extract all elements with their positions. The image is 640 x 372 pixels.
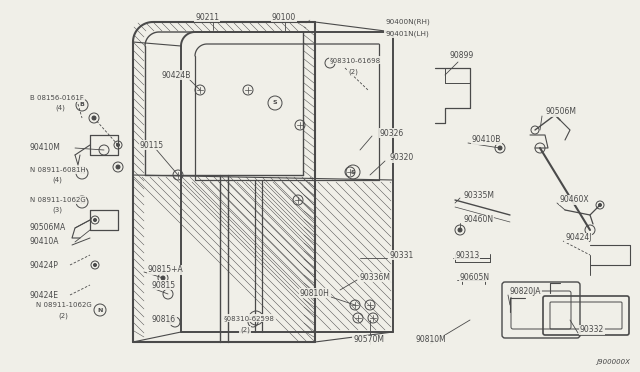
Text: 90313: 90313: [455, 250, 479, 260]
Text: 90332: 90332: [580, 326, 604, 334]
Text: (2): (2): [58, 313, 68, 319]
Text: 90410A: 90410A: [30, 237, 60, 247]
Text: N: N: [79, 170, 84, 176]
Text: 90211: 90211: [195, 13, 219, 22]
Text: 90326: 90326: [380, 128, 404, 138]
Text: 90424E: 90424E: [30, 291, 59, 299]
Text: 90810H: 90810H: [300, 289, 330, 298]
Text: 90815: 90815: [152, 280, 176, 289]
Circle shape: [93, 218, 97, 221]
Text: (2): (2): [348, 69, 358, 75]
Text: 90424J: 90424J: [565, 234, 591, 243]
Circle shape: [598, 203, 602, 206]
Text: S: S: [351, 170, 355, 174]
Text: §08310-61698: §08310-61698: [330, 57, 381, 63]
Text: §08310-62598: §08310-62598: [224, 315, 275, 321]
Text: N 08911-1062G: N 08911-1062G: [36, 302, 92, 308]
Text: 90424B: 90424B: [162, 71, 191, 80]
Circle shape: [116, 144, 120, 147]
Text: 90506MA: 90506MA: [30, 224, 67, 232]
Text: B 08156-0161F: B 08156-0161F: [30, 95, 84, 101]
Text: (3): (3): [52, 207, 62, 213]
Text: 90400N(RH): 90400N(RH): [385, 19, 429, 25]
Circle shape: [161, 276, 165, 280]
Text: 90410M: 90410M: [30, 144, 61, 153]
Text: 90331: 90331: [390, 250, 414, 260]
Text: 90401N(LH): 90401N(LH): [385, 31, 429, 37]
Text: (4): (4): [52, 177, 62, 183]
Text: 90810M: 90810M: [415, 336, 445, 344]
Text: (2): (2): [240, 327, 250, 333]
Circle shape: [93, 263, 97, 266]
Text: 90820JA: 90820JA: [510, 288, 541, 296]
Text: 90335M: 90335M: [463, 190, 494, 199]
Text: 90899: 90899: [450, 51, 474, 60]
Text: 90336M: 90336M: [360, 273, 391, 282]
Text: B: B: [79, 103, 84, 108]
Text: 90100: 90100: [272, 13, 296, 22]
Text: 90424P: 90424P: [30, 260, 59, 269]
Text: N 08911-6081H: N 08911-6081H: [30, 167, 86, 173]
Text: 90460N: 90460N: [463, 215, 493, 224]
Circle shape: [92, 116, 96, 120]
Circle shape: [498, 146, 502, 150]
Text: 90460X: 90460X: [560, 196, 589, 205]
Text: (4): (4): [55, 105, 65, 111]
Text: S: S: [273, 100, 277, 106]
Circle shape: [458, 228, 462, 232]
Text: 90815+A: 90815+A: [148, 266, 184, 275]
Text: 90320: 90320: [390, 154, 414, 163]
Text: N: N: [97, 308, 102, 312]
Text: N 08911-1062G: N 08911-1062G: [30, 197, 86, 203]
Text: 90816: 90816: [152, 315, 176, 324]
Text: 90605N: 90605N: [460, 273, 490, 282]
Text: N: N: [79, 199, 84, 205]
Text: S: S: [253, 315, 259, 321]
Circle shape: [116, 165, 120, 169]
Text: 90115: 90115: [140, 141, 164, 150]
Text: 90506M: 90506M: [545, 108, 576, 116]
Text: 90570M: 90570M: [353, 336, 384, 344]
Text: J900000X: J900000X: [596, 359, 630, 365]
Text: 90410B: 90410B: [472, 135, 501, 144]
